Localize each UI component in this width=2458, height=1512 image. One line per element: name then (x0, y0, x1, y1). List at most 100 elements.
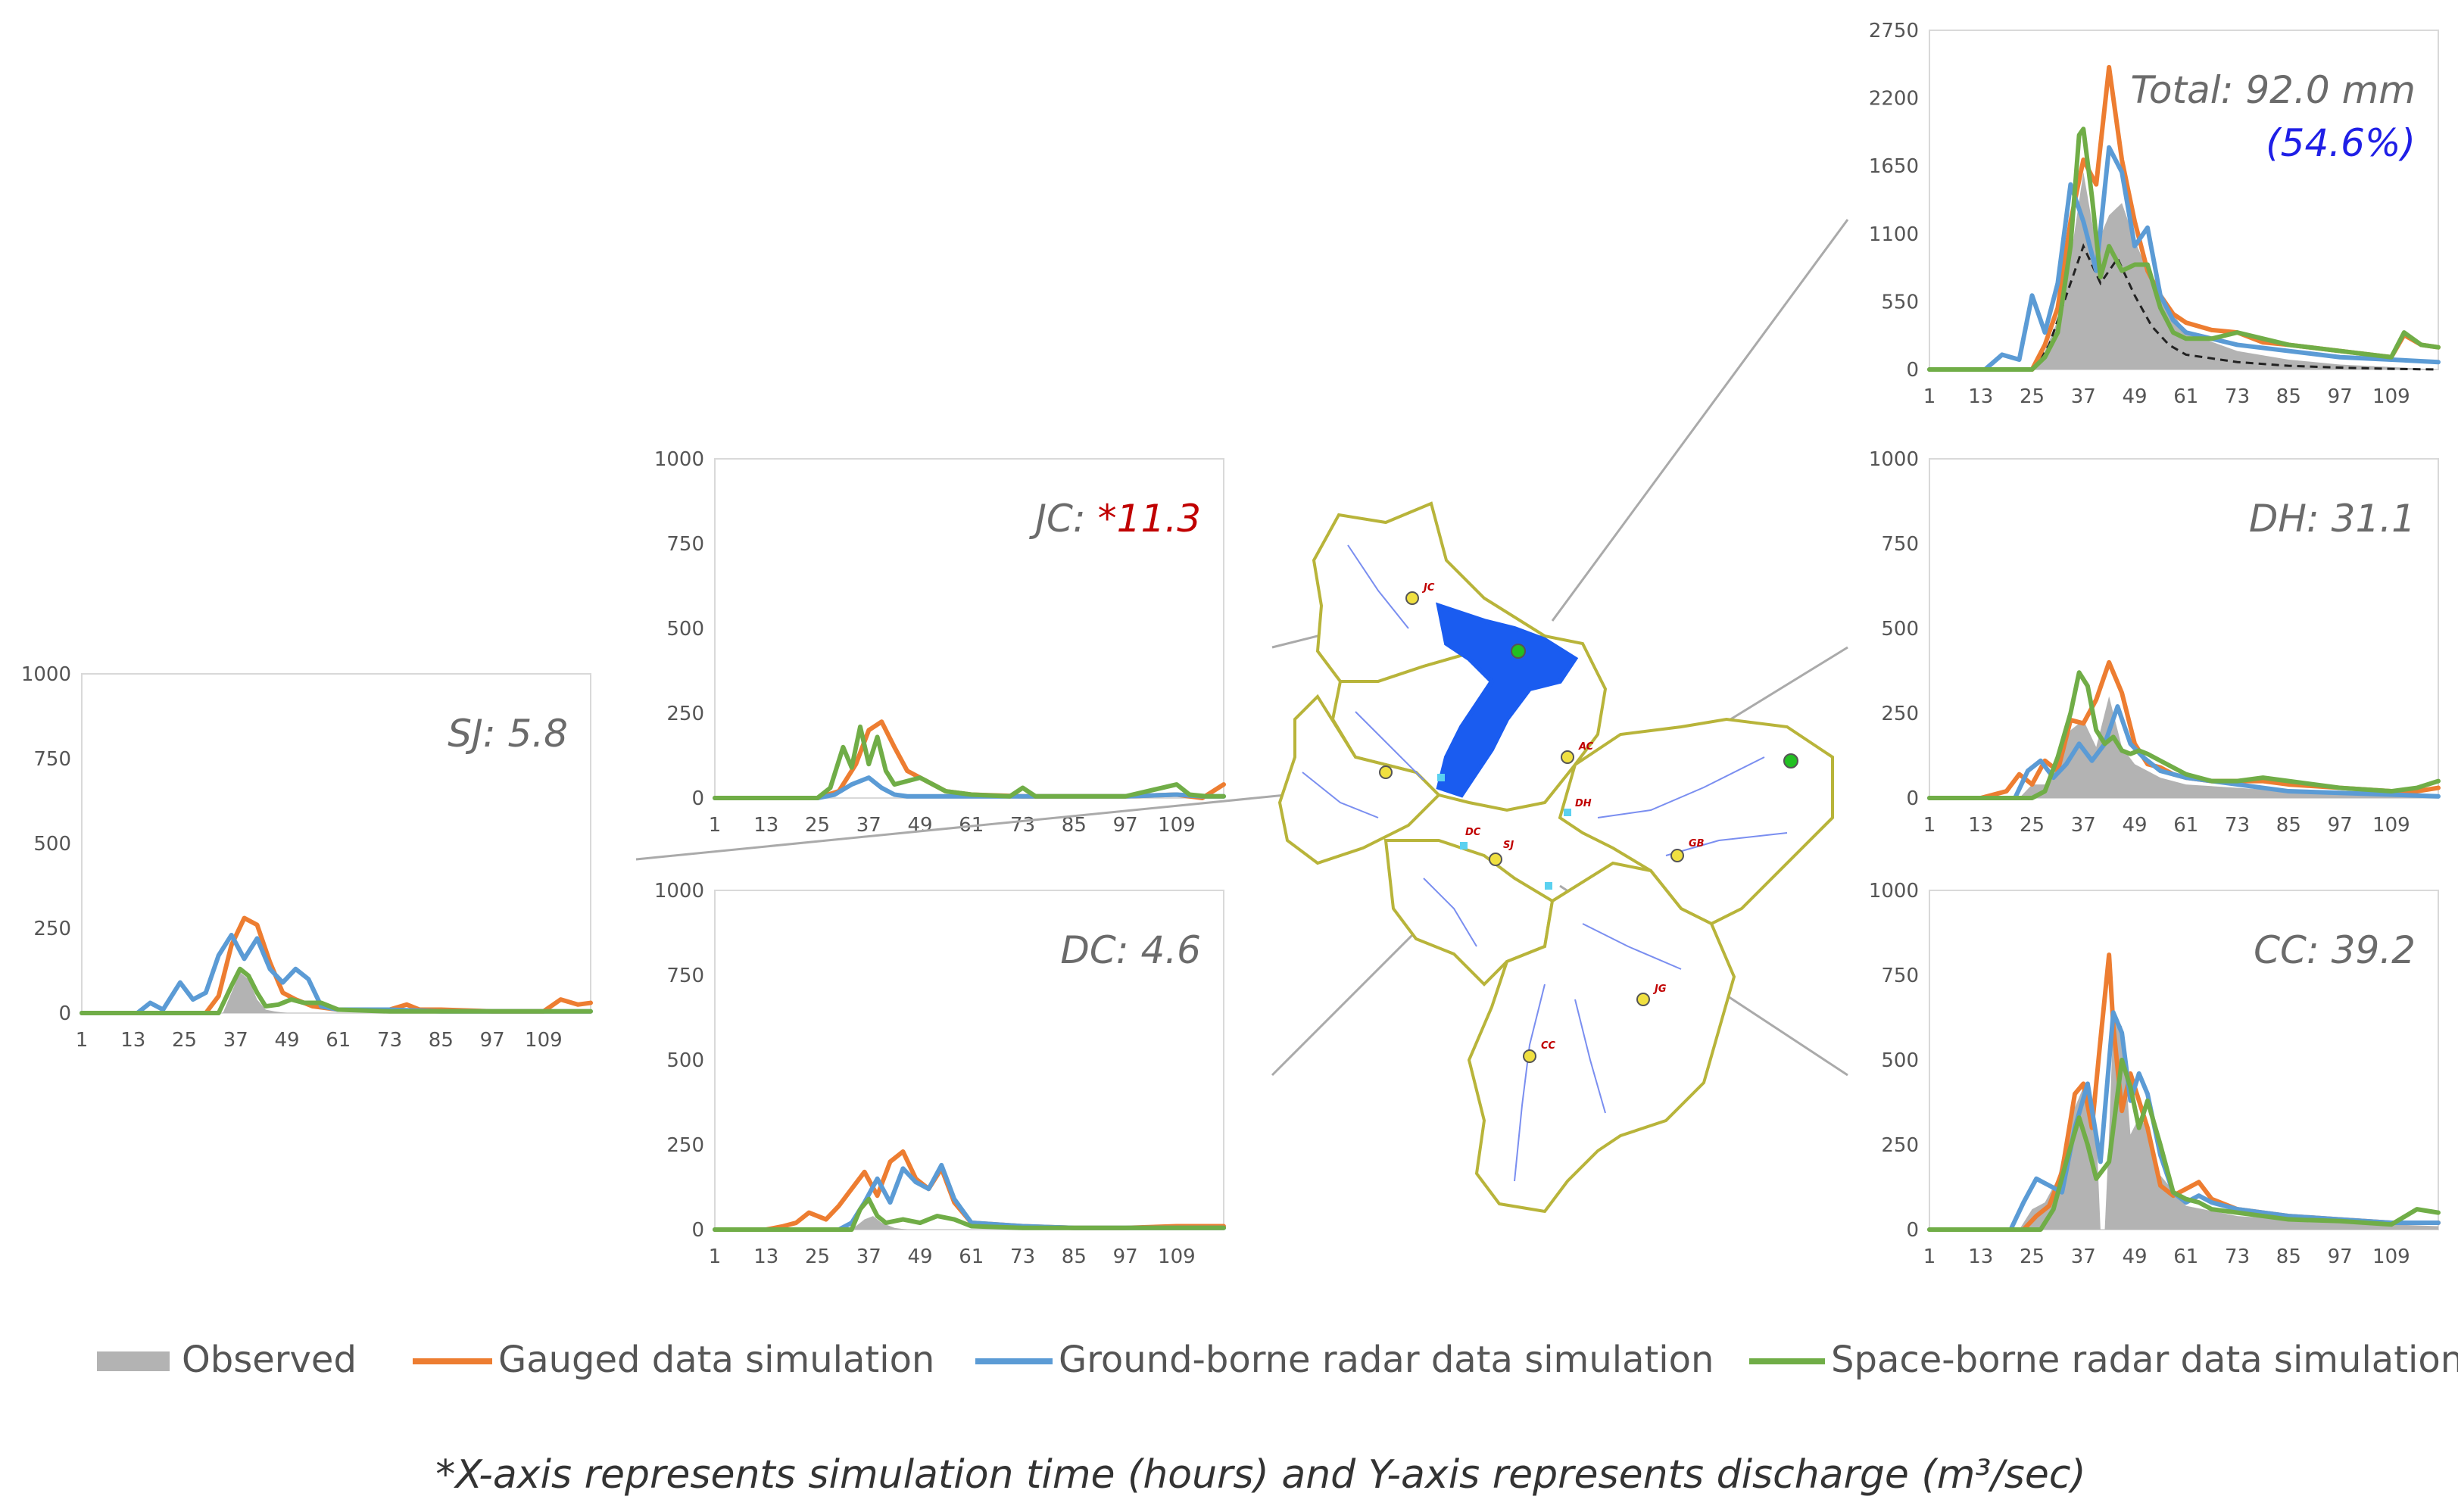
x-tick-label: 1 (1923, 1245, 1936, 1268)
x-tick-label: 37 (2071, 814, 2096, 837)
x-tick-label: 109 (1158, 1245, 1196, 1268)
y-tick-label: 550 (1881, 291, 1919, 313)
x-tick-label: 1 (76, 1029, 89, 1052)
x-tick-label: 85 (1062, 1245, 1087, 1268)
chart-dh: 0 250 500 750 1000 1 13 25 37 49 61 73 85 97 109 DH: 31… (1869, 448, 2441, 837)
chart-title: CC: 39.2 (2254, 928, 2416, 972)
series-gauged-line (1927, 659, 2441, 800)
station-markers (1379, 591, 1798, 1063)
x-tick-label: 49 (2123, 814, 2148, 837)
series-space-line (1927, 126, 2441, 372)
x-tick-label: 97 (2328, 814, 2353, 837)
chart-title-text: JC: (1028, 497, 1097, 541)
reservoir (1436, 602, 1579, 798)
series-gauged-line (1927, 64, 2441, 372)
x-tick-label: 13 (1968, 814, 1993, 837)
gauge-marker (1545, 882, 1552, 890)
y-tick-label: 0 (691, 787, 704, 810)
y-tick-label: 500 (33, 833, 71, 856)
station-marker (1523, 1049, 1536, 1063)
x-tick-label: 13 (1968, 1245, 1993, 1268)
x-tick-label: 97 (2328, 385, 2353, 408)
gauge-marker (1437, 774, 1445, 781)
x-tick-label: 1 (1923, 814, 1936, 837)
chart-title: Total: 92.0 mm (2131, 68, 2416, 112)
series-observed-area (1929, 696, 2438, 798)
station-label: CC (1541, 1040, 1556, 1052)
y-tick-label: 250 (1881, 703, 1919, 725)
y-tick-label: 0 (691, 1219, 704, 1242)
gauge-marker (1460, 842, 1468, 850)
legend-label-space: Space-borne radar data simulation (1831, 1339, 2458, 1381)
y-tick-label: 0 (1906, 359, 1919, 382)
x-tick-label: 1 (1923, 385, 1936, 408)
subbasin-gb-outline (1558, 717, 1834, 926)
chart-title-highlight: *11.3 (1098, 497, 1201, 541)
x-tick-label: 25 (2020, 814, 2045, 837)
chart-title: DH: 31.1 (2249, 497, 2416, 541)
station-marker (1636, 993, 1650, 1006)
y-tick-label: 250 (1881, 1134, 1919, 1157)
series-space-line (713, 1196, 1226, 1232)
chart-title-text: Total: 92.0 mm (2131, 68, 2416, 112)
legend-label-gauged: Gauged data simulation (498, 1339, 934, 1381)
y-tick-label: 750 (1881, 533, 1919, 556)
river-network (1302, 544, 1788, 1182)
y-tick-label: 250 (666, 1134, 704, 1157)
y-tick-label: 500 (1881, 618, 1919, 641)
series-space-line (1927, 670, 2441, 800)
chart-title-text: SJ: 5.8 (448, 712, 568, 756)
x-tick-label: 37 (223, 1029, 248, 1052)
basin-map: JC AC DH SJ GB DC JG CC (635, 219, 1849, 1214)
x-tick-label: 73 (2225, 1245, 2250, 1268)
series-ground-line (713, 775, 1226, 800)
chart-title-text: CC: 39.2 (2254, 928, 2416, 972)
chart-cc: 0 250 500 750 1000 1 13 25 37 49 61 73 85 97 109 CC: 39… (1869, 880, 2441, 1268)
chart-title: JC: *11.3 (1028, 497, 1201, 541)
x-tick-label: 49 (908, 1245, 933, 1268)
legend-label-ground: Ground-borne radar data simulation (1059, 1339, 1714, 1381)
station-marker (1489, 853, 1502, 866)
x-tick-label: 109 (2372, 1245, 2410, 1268)
x-tick-label: 49 (275, 1029, 300, 1052)
y-tick-label: 0 (1906, 787, 1919, 810)
x-tick-label: 25 (805, 1245, 830, 1268)
chart-title: DC: 4.6 (1060, 928, 1201, 972)
y-tick-label: 250 (33, 918, 71, 940)
x-tick-label: 37 (2071, 1245, 2096, 1268)
chart-title-text: DH: 31.1 (2249, 497, 2416, 541)
station-labels: JC AC DH SJ GB DC JG CC (1421, 582, 1705, 1052)
series-space-line (1927, 1058, 2441, 1232)
x-tick-label: 25 (2020, 385, 2045, 408)
y-tick-label: 2750 (1869, 20, 1919, 42)
x-tick-label: 109 (2372, 385, 2410, 408)
series-space-line (713, 724, 1226, 800)
series-ground-line (1927, 1010, 2441, 1232)
series-gauged-line (1927, 952, 2441, 1232)
y-tick-label: 500 (1881, 1049, 1919, 1072)
station-label: JG (1652, 984, 1667, 995)
footnote: *X-axis represents simulation time (hour… (435, 1452, 2085, 1498)
y-tick-label: 750 (666, 965, 704, 987)
y-tick-label: 750 (33, 748, 71, 771)
x-tick-label: 97 (1113, 1245, 1138, 1268)
y-tick-label: 1000 (21, 663, 71, 686)
y-tick-label: 1000 (1869, 448, 1919, 471)
y-tick-label: 2200 (1869, 88, 1919, 111)
station-label: SJ (1503, 840, 1514, 851)
leader-line-total (1551, 219, 1849, 622)
y-tick-label: 0 (58, 1002, 71, 1025)
x-tick-label: 25 (805, 814, 830, 837)
x-tick-label: 13 (753, 814, 778, 837)
x-tick-label: 1 (709, 814, 722, 837)
x-tick-label: 61 (2173, 814, 2198, 837)
station-label: DH (1575, 798, 1592, 809)
subbasin-cc-outline (1467, 861, 1736, 1214)
x-tick-label: 85 (2276, 385, 2301, 408)
station-label: JC (1421, 582, 1435, 594)
station-label: DC (1465, 827, 1481, 838)
x-tick-label: 49 (2123, 1245, 2148, 1268)
chart-title: SJ: 5.8 (448, 712, 568, 756)
